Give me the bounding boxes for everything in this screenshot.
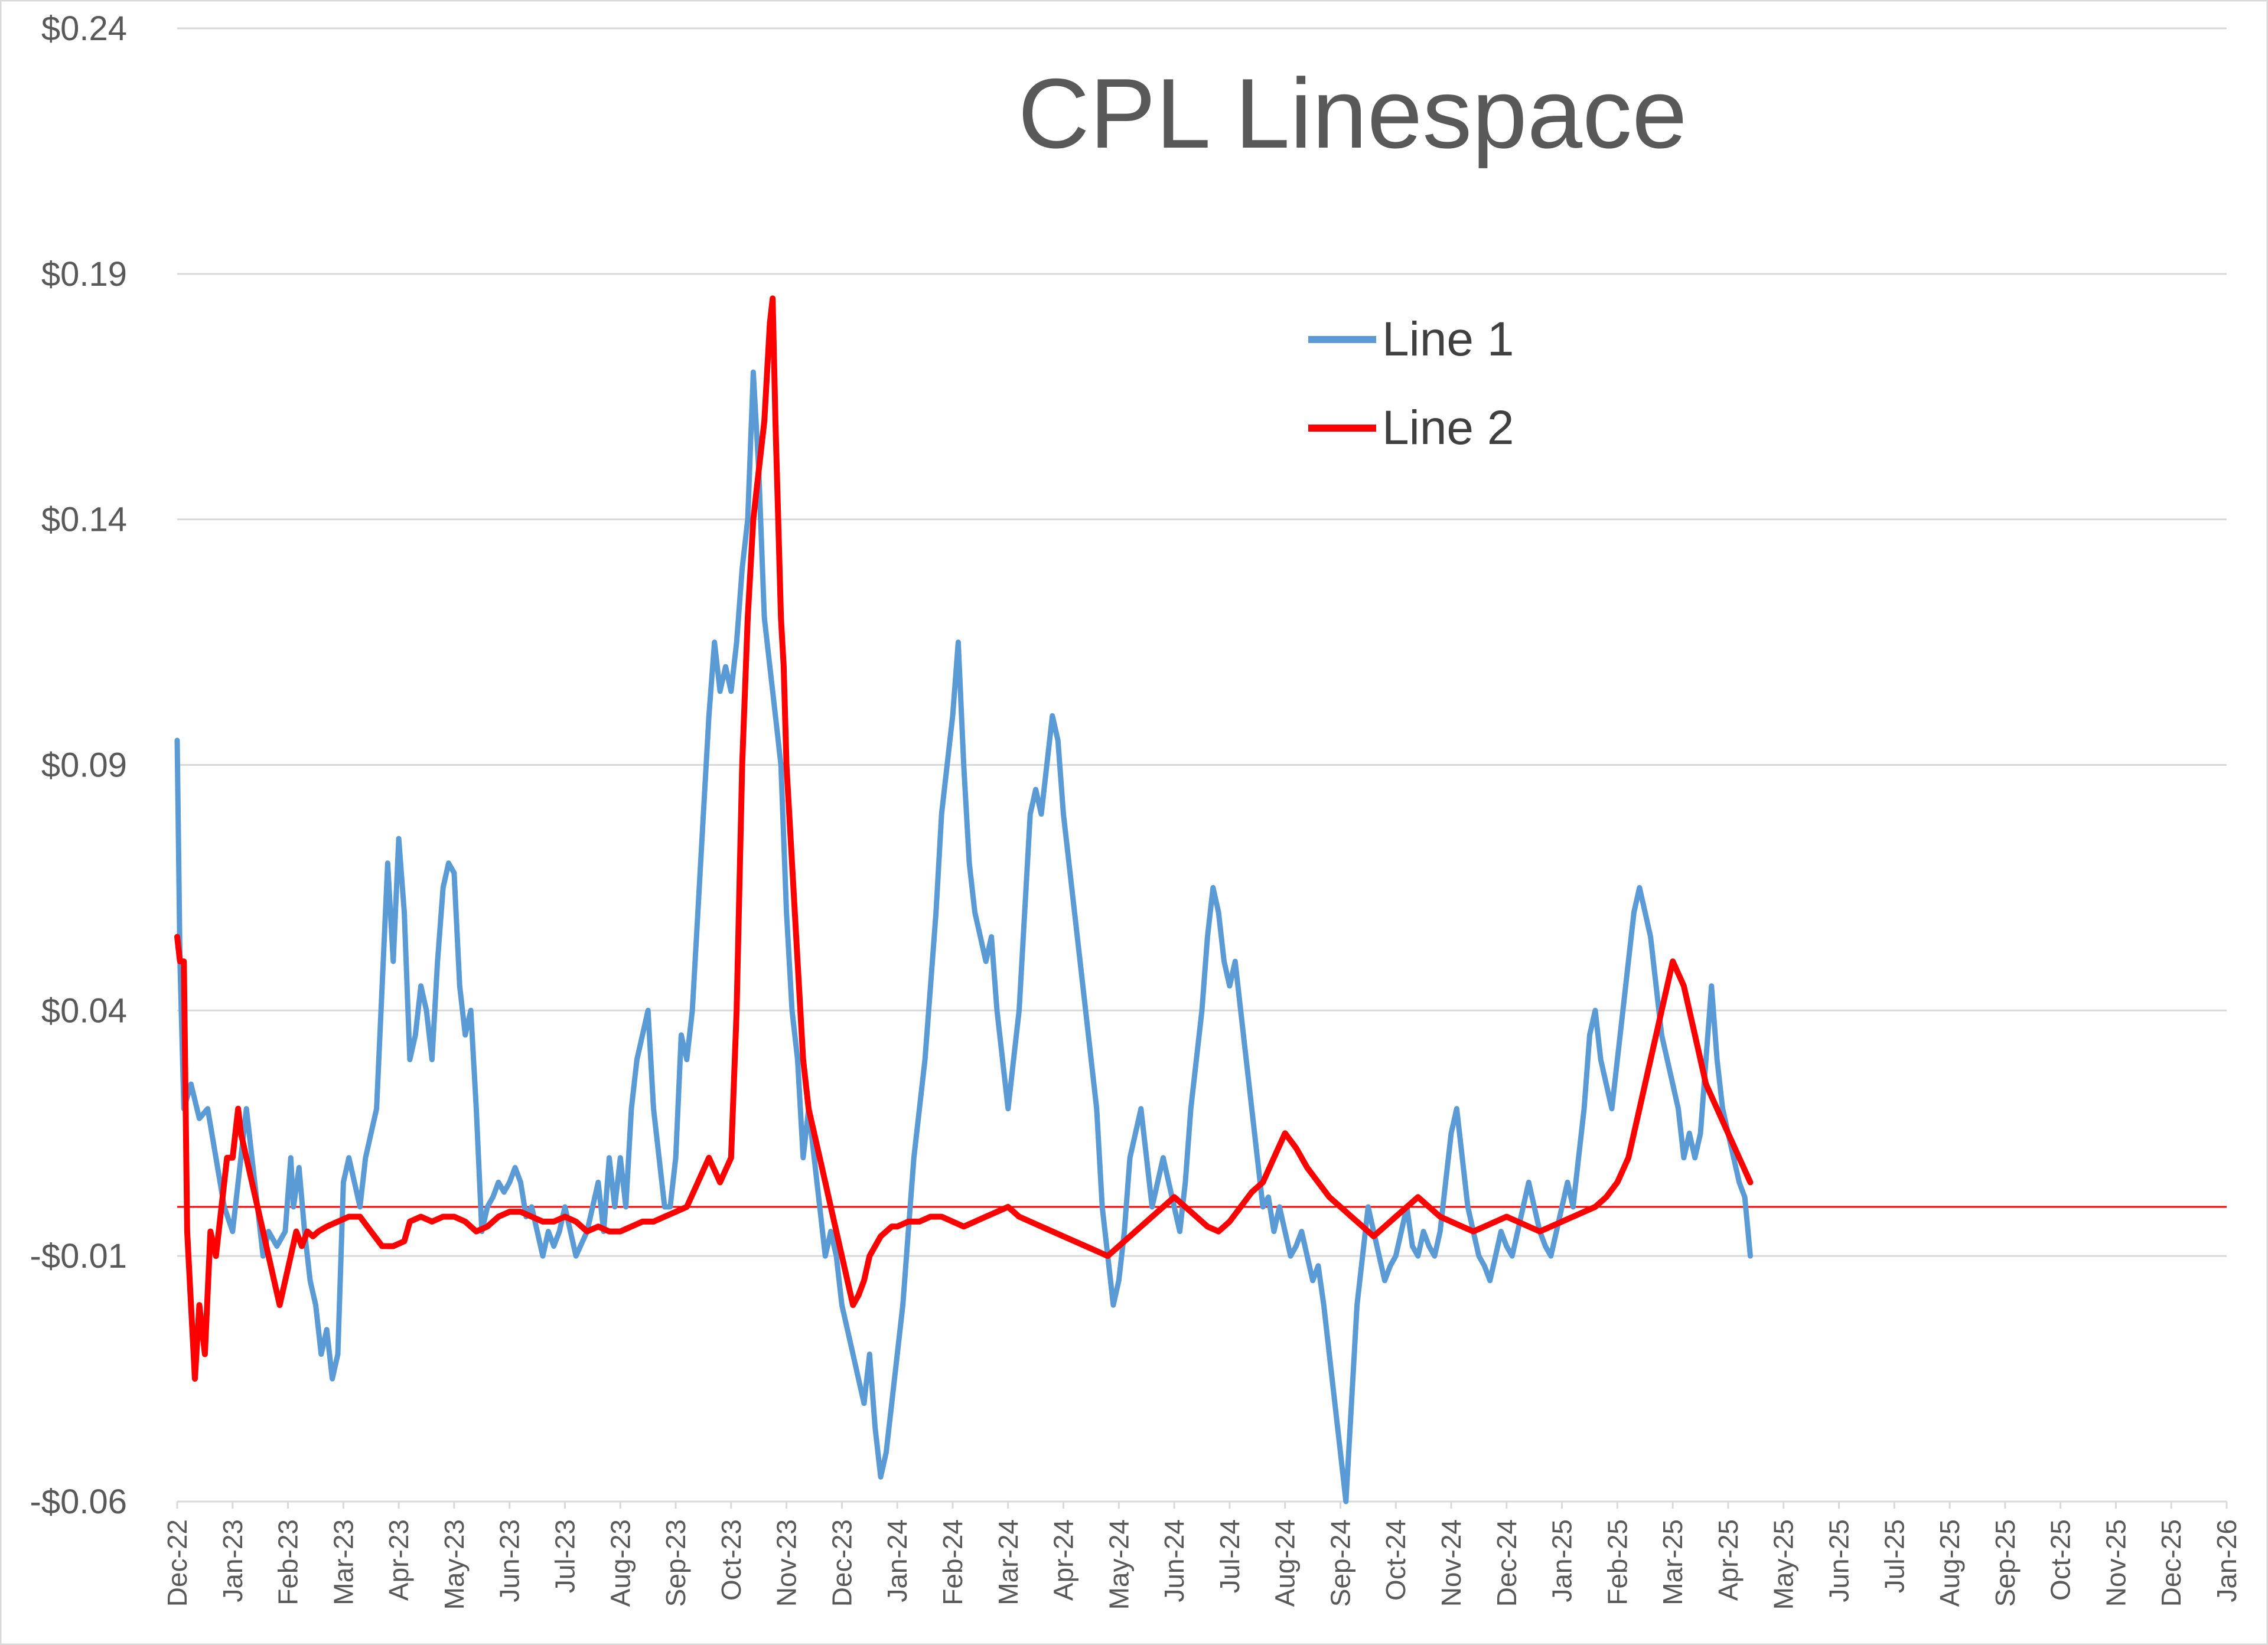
x-tick-label: Jul-23 bbox=[549, 1519, 580, 1593]
y-tick-label: -$0.01 bbox=[30, 1237, 127, 1275]
x-tick-label: Feb-24 bbox=[937, 1519, 968, 1605]
legend-label: Line 1 bbox=[1382, 312, 1514, 366]
x-tick-label: Aug-25 bbox=[1934, 1519, 1965, 1607]
legend: Line 1 Line 2 bbox=[1308, 312, 1514, 455]
x-tick-label: May-25 bbox=[1768, 1519, 1799, 1610]
x-tick-label: Oct-25 bbox=[2045, 1519, 2076, 1601]
x-tick-label: Jun-23 bbox=[494, 1519, 525, 1602]
x-tick-label: Apr-23 bbox=[383, 1519, 414, 1601]
x-tick-label: Sep-25 bbox=[1990, 1519, 2021, 1607]
x-tick-label: Feb-25 bbox=[1602, 1519, 1632, 1605]
x-axis-ticks: Dec-22 Jan-23 Feb-23 Mar-23 Apr-23 May-23 Jun-… bbox=[162, 1502, 2242, 1610]
x-tick-label: Feb-23 bbox=[273, 1519, 304, 1605]
y-tick-label: $0.24 bbox=[41, 9, 127, 48]
x-tick-label: Nov-24 bbox=[1436, 1519, 1467, 1607]
y-tick-label: -$0.06 bbox=[30, 1483, 127, 1521]
x-tick-label: Aug-24 bbox=[1270, 1519, 1301, 1607]
x-tick-label: Mar-24 bbox=[993, 1519, 1024, 1605]
x-tick-label: Jan-23 bbox=[217, 1519, 248, 1602]
x-tick-label: Dec-23 bbox=[826, 1519, 857, 1607]
legend-label: Line 2 bbox=[1382, 401, 1514, 455]
series-line-line-2 bbox=[174, 295, 1754, 1382]
x-tick-label: Nov-23 bbox=[771, 1519, 802, 1607]
x-tick-label: May-23 bbox=[439, 1519, 470, 1610]
x-tick-label: Mar-25 bbox=[1657, 1519, 1688, 1605]
x-tick-label: Jan-24 bbox=[882, 1519, 913, 1602]
x-tick-label: Apr-25 bbox=[1713, 1519, 1744, 1601]
x-tick-label: Jan-26 bbox=[2211, 1519, 2242, 1602]
x-tick-label: Dec-25 bbox=[2156, 1519, 2186, 1607]
x-tick-label: Oct-23 bbox=[716, 1519, 747, 1601]
y-tick-label: $0.14 bbox=[41, 501, 127, 539]
x-tick-label: Oct-24 bbox=[1380, 1519, 1411, 1601]
y-tick-label: $0.09 bbox=[41, 746, 127, 785]
x-tick-label: Aug-23 bbox=[605, 1519, 636, 1607]
x-tick-label: Dec-22 bbox=[162, 1519, 193, 1607]
x-tick-label: Dec-24 bbox=[1491, 1519, 1522, 1607]
x-tick-label: Jun-24 bbox=[1159, 1519, 1190, 1602]
x-tick-label: Sep-24 bbox=[1325, 1519, 1355, 1607]
x-tick-label: Sep-23 bbox=[660, 1519, 691, 1607]
y-tick-label: $0.04 bbox=[41, 991, 127, 1030]
x-tick-label: May-24 bbox=[1103, 1519, 1134, 1610]
x-tick-label: Jul-25 bbox=[1879, 1519, 1909, 1593]
x-tick-label: Mar-23 bbox=[328, 1519, 359, 1605]
x-tick-label: Jun-25 bbox=[1824, 1519, 1855, 1602]
series-lines bbox=[174, 295, 1754, 1504]
chart-title: CPL Linespace bbox=[1018, 58, 1687, 169]
series-line-line-1 bbox=[174, 369, 1753, 1504]
y-tick-label: $0.19 bbox=[41, 255, 127, 293]
x-tick-label: Jul-24 bbox=[1214, 1519, 1245, 1593]
x-tick-label: Jan-25 bbox=[1547, 1519, 1578, 1602]
y-axis-ticks: -$0.06 -$0.01 $0.04 $0.09 $0.14 $0.19 $0.24 bbox=[30, 9, 127, 1521]
x-tick-label: Nov-25 bbox=[2100, 1519, 2131, 1607]
x-tick-label: Apr-24 bbox=[1048, 1519, 1079, 1601]
